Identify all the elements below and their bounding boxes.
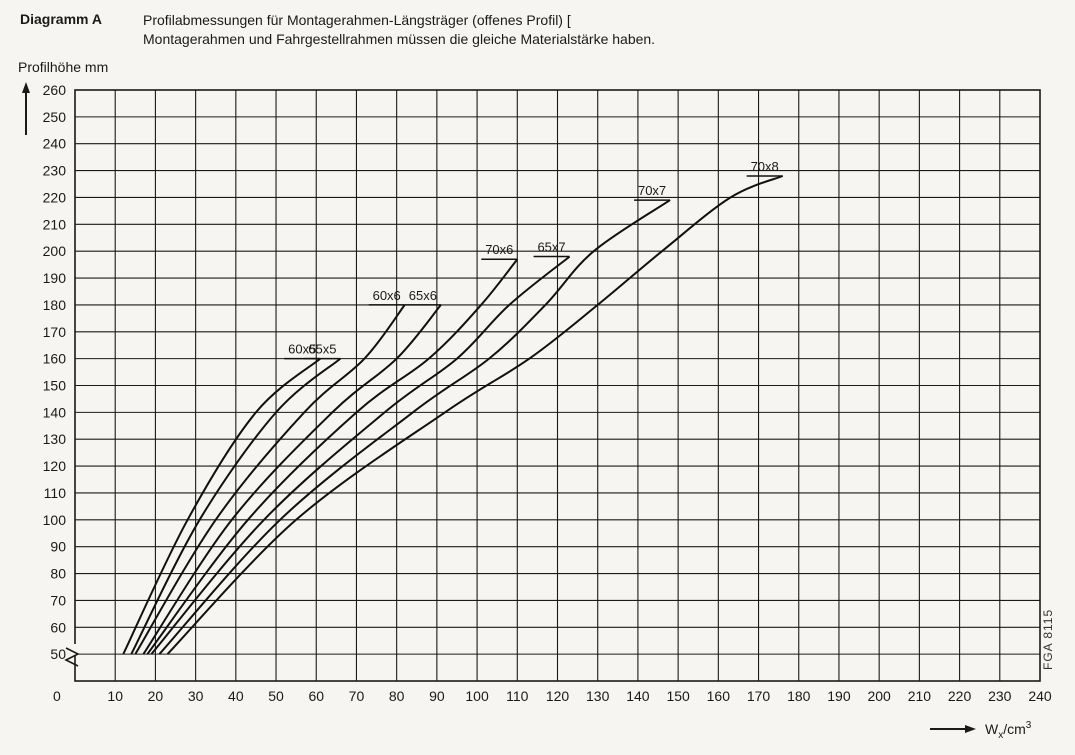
- x-tick-label: 130: [586, 688, 610, 704]
- x-tick-label: 240: [1028, 688, 1052, 704]
- y-tick-label: 120: [43, 458, 67, 474]
- x-tick-label: 140: [626, 688, 650, 704]
- y-tick-label: 60: [50, 619, 66, 635]
- curve-70x7: [158, 199, 671, 655]
- diagram-title: Profilabmessungen für Montagerahmen-Läng…: [143, 11, 655, 49]
- y-tick-label: 140: [43, 404, 67, 420]
- x-tick-label: 220: [948, 688, 972, 704]
- curve-label-70x8: 70x8: [751, 159, 779, 174]
- curve-65x5: [130, 357, 342, 655]
- y-tick-label: 110: [44, 485, 67, 501]
- curve-label-65x5: 65x5: [308, 342, 336, 357]
- y-tick-label: 80: [50, 566, 66, 582]
- x-tick-label: 60: [308, 688, 324, 704]
- x-axis-label: Wx/cm3: [985, 720, 1032, 741]
- x-tick-label: 10: [107, 688, 123, 704]
- x-tick-label: 230: [988, 688, 1012, 704]
- y-tick-label: 90: [50, 539, 66, 555]
- curve-60x6: [134, 304, 406, 655]
- axis-break-mark: [64, 644, 80, 667]
- x-tick-label: 200: [867, 688, 891, 704]
- x-tick-label: 100: [465, 688, 489, 704]
- x-tick-label: 150: [666, 688, 690, 704]
- x-axis-arrow: [930, 725, 976, 733]
- y-tick-label: 100: [43, 512, 67, 528]
- curve-60x5: [122, 357, 321, 655]
- y-tick-label: 70: [50, 592, 66, 608]
- curve-label-60x5: 60x5: [288, 342, 316, 357]
- y-tick-label: 160: [43, 351, 67, 367]
- y-tick-label: 260: [43, 82, 67, 98]
- title-line-2: Montagerahmen und Fahrgestellrahmen müss…: [143, 31, 656, 47]
- y-tick-label: 130: [43, 431, 67, 447]
- x-tick-label: 180: [787, 688, 811, 704]
- x-tick-label: 170: [747, 688, 771, 704]
- curve-65x7: [150, 255, 571, 655]
- curve-70x8: [166, 175, 784, 655]
- y-tick-label: 210: [43, 216, 67, 232]
- y-axis-label: Profilhöhe mm: [18, 59, 108, 75]
- y-tick-label: 50: [50, 646, 66, 662]
- title-line-1: Profilabmessungen für Montagerahmen-Läng…: [143, 12, 571, 28]
- x-tick-label: 70: [349, 688, 365, 704]
- x-tick-label: 40: [228, 688, 244, 704]
- y-tick-label: 190: [43, 270, 67, 286]
- curve-label-60x6: 60x6: [373, 288, 401, 303]
- x-tick-labels: 10 20 30 40 50 60 70 80 90 100 110 120 130 140 150 160 1…: [107, 688, 1051, 704]
- drawing-code: FGA 8115: [1041, 609, 1055, 670]
- curve-label-70x6: 70x6: [485, 242, 513, 257]
- y-tick-label: 250: [43, 109, 67, 125]
- x-tick-label: 210: [908, 688, 932, 704]
- diagram-label: Diagramm A: [20, 11, 102, 27]
- curve-label-70x7: 70x7: [638, 183, 666, 198]
- x-tick-label: 20: [148, 688, 164, 704]
- curve-label-65x7: 65x7: [537, 240, 565, 255]
- origin-label: 0: [53, 688, 61, 704]
- x-tick-label: 190: [827, 688, 851, 704]
- x-tick-label: 80: [389, 688, 405, 704]
- y-tick-label: 220: [43, 189, 67, 205]
- x-tick-label: 50: [268, 688, 284, 704]
- y-tick-label: 150: [43, 378, 67, 394]
- y-tick-label: 200: [43, 243, 67, 259]
- x-tick-label: 120: [546, 688, 570, 704]
- curve-65x6: [142, 304, 442, 655]
- curve-70x6: [146, 258, 519, 655]
- x-tick-label: 30: [188, 688, 204, 704]
- curves: [122, 175, 784, 655]
- y-axis-arrow: [22, 82, 30, 135]
- y-tick-label: 240: [43, 136, 67, 152]
- y-tick-label: 180: [43, 297, 67, 313]
- x-tick-label: 90: [429, 688, 445, 704]
- y-tick-labels: 50 60 70 80 90 100 110 120 130 140 150 160 170 180 190…: [43, 82, 67, 662]
- x-tick-label: 160: [707, 688, 731, 704]
- y-tick-label: 170: [43, 324, 67, 340]
- grid: [74, 89, 1041, 682]
- y-tick-label: 230: [43, 163, 67, 179]
- x-tick-label: 110: [506, 688, 529, 704]
- curve-label-65x6: 65x6: [409, 288, 437, 303]
